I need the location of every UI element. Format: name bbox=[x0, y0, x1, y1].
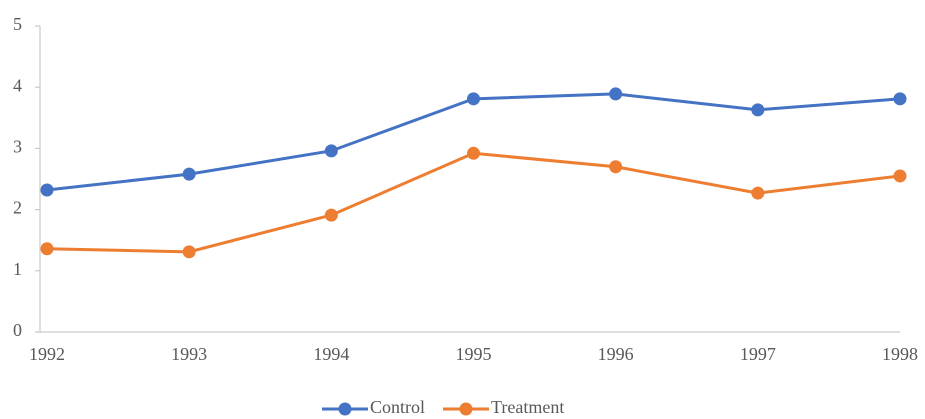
point bbox=[324, 144, 338, 158]
y-tick-label: 5 bbox=[13, 14, 22, 34]
point bbox=[467, 92, 480, 106]
series-line bbox=[46, 151, 901, 254]
point bbox=[609, 160, 623, 174]
point bbox=[751, 103, 765, 117]
point bbox=[182, 167, 196, 181]
legend-label: Control bbox=[370, 397, 425, 417]
point bbox=[324, 208, 338, 222]
x-tick-label: 1992 bbox=[29, 344, 65, 364]
y-tick-label: 1 bbox=[13, 259, 22, 279]
y-tick-label: 2 bbox=[13, 198, 22, 218]
point bbox=[182, 245, 196, 259]
legend-marker bbox=[459, 402, 473, 416]
point bbox=[893, 169, 907, 183]
point bbox=[751, 186, 765, 200]
legend-label: Treatment bbox=[491, 397, 564, 417]
point bbox=[40, 242, 54, 256]
x-tick-label: 1996 bbox=[598, 344, 634, 364]
x-tick-label: 1994 bbox=[313, 344, 349, 364]
point bbox=[40, 183, 54, 197]
x-tick-label: 1995 bbox=[456, 344, 492, 364]
y-tick-label: 3 bbox=[13, 137, 22, 157]
point bbox=[893, 92, 907, 106]
x-tick-label: 1993 bbox=[171, 344, 207, 364]
x-tick-label: 1997 bbox=[740, 344, 776, 364]
point bbox=[609, 87, 623, 101]
y-tick-label: 0 bbox=[13, 320, 22, 340]
x-tick-label: 1998 bbox=[882, 344, 918, 364]
legend-marker bbox=[338, 402, 352, 416]
y-tick-label: 4 bbox=[13, 75, 22, 95]
series-line bbox=[46, 92, 901, 192]
point bbox=[467, 146, 480, 160]
